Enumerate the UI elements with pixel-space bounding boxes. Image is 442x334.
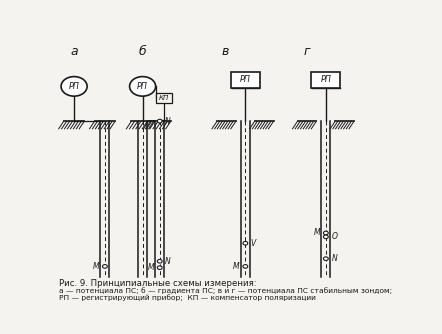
Circle shape: [130, 76, 156, 96]
Circle shape: [324, 235, 328, 238]
Bar: [231, 72, 260, 88]
Text: РП — регистрирующий прибор;  КП — компенсатор поляризации: РП — регистрирующий прибор; КП — компенс…: [59, 294, 316, 301]
Text: Рис. 9. Принципиальные схемы измерения:: Рис. 9. Принципиальные схемы измерения:: [59, 279, 256, 288]
Text: M: M: [314, 228, 320, 237]
Text: а: а: [70, 45, 78, 58]
Text: O: O: [332, 232, 337, 241]
Text: РП: РП: [320, 75, 332, 85]
Text: а — потенциала ПС; б — градиента ПС; в и г — потенциала ПС стабильным зондом;: а — потенциала ПС; б — градиента ПС; в и…: [59, 287, 392, 294]
Text: V: V: [251, 239, 256, 248]
Text: б: б: [139, 45, 146, 58]
Text: N: N: [165, 257, 171, 266]
Circle shape: [157, 266, 162, 270]
Circle shape: [103, 265, 107, 268]
Text: КП: КП: [159, 95, 169, 101]
Circle shape: [324, 257, 328, 261]
Text: N: N: [332, 254, 337, 263]
Text: г: г: [304, 45, 310, 58]
Text: РП: РП: [240, 75, 251, 85]
Text: M: M: [233, 262, 240, 271]
Circle shape: [243, 241, 248, 245]
Text: M: M: [148, 263, 154, 272]
Circle shape: [157, 260, 162, 263]
Bar: [311, 72, 340, 88]
Text: РП: РП: [69, 82, 80, 91]
Circle shape: [61, 76, 87, 96]
Text: N: N: [165, 117, 171, 126]
Text: M: M: [93, 262, 99, 271]
Circle shape: [243, 265, 248, 268]
Bar: [156, 93, 172, 103]
Text: в: в: [221, 45, 229, 58]
Circle shape: [157, 119, 162, 123]
Circle shape: [324, 231, 328, 235]
Text: РП: РП: [137, 82, 148, 91]
